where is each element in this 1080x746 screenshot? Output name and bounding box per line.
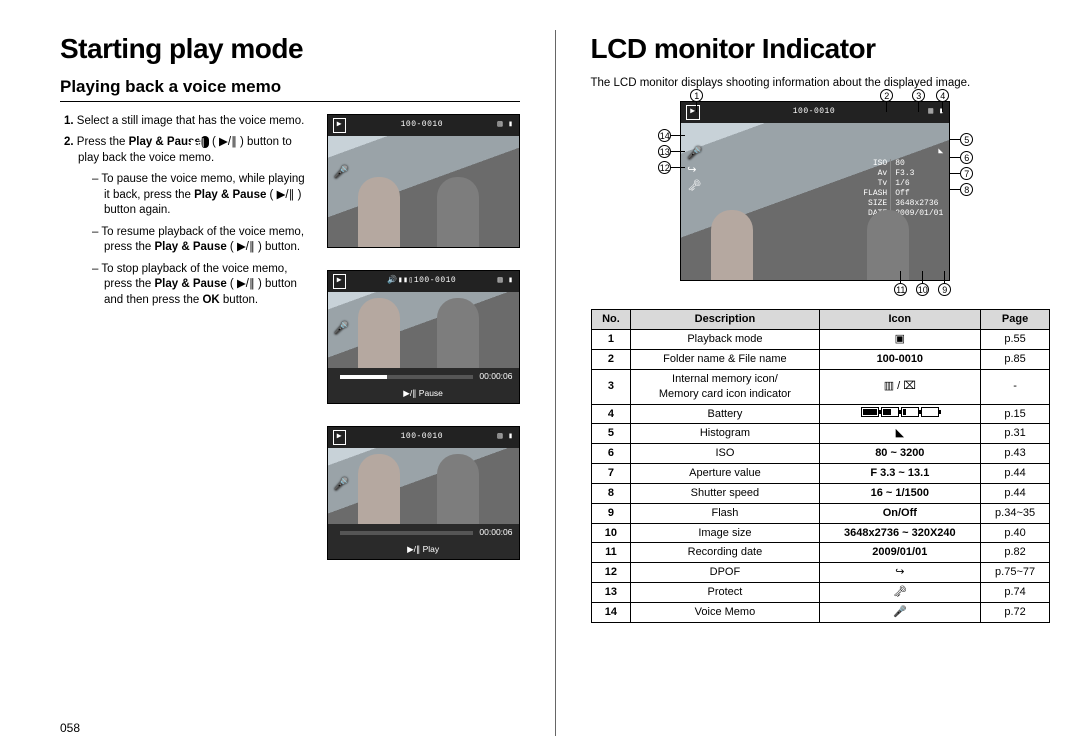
indicator-table: No. Description Icon Page 1Playback mode… <box>591 309 1051 623</box>
voice-memo-icon: 🎤 <box>334 476 349 492</box>
step2-num: 2. <box>64 136 74 148</box>
memory-battery-icons: ▥ ▮ <box>498 276 514 287</box>
playback-mode-icon: ▶ <box>333 118 346 133</box>
sub3-b: Play & Pause <box>155 278 227 290</box>
callout-9: 9 <box>938 283 951 296</box>
left-subtitle: Playing back a voice memo <box>60 76 520 102</box>
voice-memo-icon: 🎤 <box>687 145 702 161</box>
right-title: LCD monitor Indicator <box>591 30 1051 68</box>
table-row: 1Playback mode▣p.55 <box>591 330 1050 350</box>
table-row: 7Aperture valueF 3.3 ~ 13.1p.44 <box>591 464 1050 484</box>
step2-text-a: Press the <box>77 136 129 148</box>
voice-memo-icon: 🎤 <box>334 320 349 336</box>
table-row: 8Shutter speed16 ~ 1/1500p.44 <box>591 483 1050 503</box>
callout-5: 5 <box>960 133 973 146</box>
annotated-lcd: ▶ 100-0010 ▥ ▮ ◣ ISO80 AvF3.3 Tv1/6 FLAS… <box>600 95 1040 295</box>
playback-mode-icon: ▶ <box>333 274 346 289</box>
callout-11: 11 <box>894 283 907 296</box>
table-row: 9FlashOn/Offp.34~35 <box>591 503 1050 523</box>
callout-14: 14 <box>658 129 671 142</box>
sub2-c: ( ▶/∥ ) button. <box>227 241 300 253</box>
manual-page: Starting play mode Playing back a voice … <box>60 30 1050 736</box>
lcd-thumb-3: ▶ 100-0010 ▥ ▮ 🎤 00:00:06 ▶/∥ Play <box>327 426 520 560</box>
callout-7: 7 <box>960 167 973 180</box>
elapsed-time: 00:00:06 <box>479 527 512 538</box>
lcd-thumbnails: ▶ 100-0010 ▥ ▮ 🎤 ▶ 🔊▮▮▯100-0010 ▥ ▮ <box>327 114 520 560</box>
step1-num: 1. <box>64 115 74 127</box>
memory-battery-icons: ▥ ▮ <box>498 432 514 443</box>
lcd-thumb-2: ▶ 🔊▮▮▯100-0010 ▥ ▮ 🎤 00:00:06 ▶/∥ Pause <box>327 270 520 404</box>
left-title: Starting play mode <box>60 30 520 68</box>
table-row: 14Voice Memo🎤p.72 <box>591 602 1050 622</box>
sub3-e: button. <box>220 294 258 306</box>
table-row: 3Internal memory icon/Memory card icon i… <box>591 369 1050 404</box>
playback-mode-icon: ▶ <box>686 105 699 120</box>
callout-10: 10 <box>916 283 929 296</box>
sub2-b: Play & Pause <box>155 241 227 253</box>
play-pause-icon: ▶/∥ <box>201 136 209 148</box>
play-hint: ▶/∥ Play <box>407 544 439 555</box>
playback-mode-icon: ▶ <box>333 430 346 445</box>
callout-13: 13 <box>658 145 671 158</box>
voice-memo-icon: 🎤 <box>334 164 349 180</box>
callout-6: 6 <box>960 151 973 164</box>
table-row: 2Folder name & File name100-0010p.85 <box>591 350 1050 370</box>
file-label: 100-0010 <box>401 120 443 131</box>
column-divider <box>555 30 556 736</box>
left-column: Starting play mode Playing back a voice … <box>60 30 520 736</box>
lcd-thumb-1: ▶ 100-0010 ▥ ▮ 🎤 <box>327 114 520 248</box>
instruction-text: 1. Select a still image that has the voi… <box>60 114 313 560</box>
table-row: 5Histogram◣p.31 <box>591 424 1050 444</box>
table-row: 4Batteryp.15 <box>591 404 1050 424</box>
table-row: 10Image size3648x2736 ~ 320X240p.40 <box>591 523 1050 543</box>
pause-hint: ▶/∥ Pause <box>403 388 443 399</box>
th-page: Page <box>981 310 1050 330</box>
file-label: 100-0010 <box>793 107 835 118</box>
th-no: No. <box>591 310 631 330</box>
step2-text-b: Play & Pause <box>129 136 201 148</box>
sub1-b: Play & Pause <box>194 189 266 201</box>
table-row: 12DPOF↪p.75~77 <box>591 563 1050 583</box>
shooting-info-block: ◣ ISO80 AvF3.3 Tv1/6 FLASHOff SIZE3648x2… <box>857 147 943 219</box>
file-label: 100-0010 <box>401 432 443 443</box>
right-column: LCD monitor Indicator The LCD monitor di… <box>591 30 1051 736</box>
file-label: 100-0010 <box>414 276 456 285</box>
sub3-d: OK <box>202 294 219 306</box>
step1-text: Select a still image that has the voice … <box>77 115 305 127</box>
table-row: 11Recording date2009/01/01p.82 <box>591 543 1050 563</box>
callout-12: 12 <box>658 161 671 174</box>
table-row: 6ISO80 ~ 3200p.43 <box>591 444 1050 464</box>
table-row: 13Protect🗝p.74 <box>591 583 1050 603</box>
elapsed-time: 00:00:06 <box>479 371 512 382</box>
callout-8: 8 <box>960 183 973 196</box>
page-number: 058 <box>60 710 520 736</box>
th-desc: Description <box>631 310 819 330</box>
memory-battery-icons: ▥ ▮ <box>498 120 514 131</box>
right-intro: The LCD monitor displays shooting inform… <box>591 76 1051 92</box>
th-icon: Icon <box>819 310 981 330</box>
